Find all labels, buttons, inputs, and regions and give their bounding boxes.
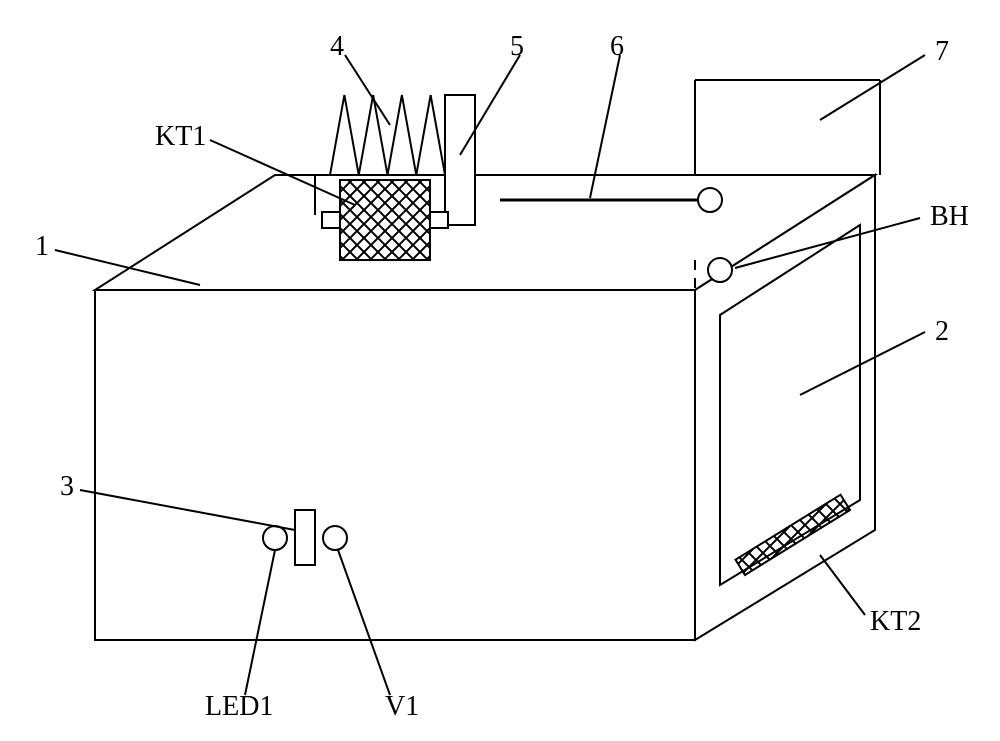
kt1-stub-left [322,212,340,228]
label-V1: V1 [385,691,419,722]
label-L1: 1 [35,231,49,262]
label-KT2: KT2 [870,606,921,637]
housing-front [95,290,695,640]
switch-3 [295,510,315,565]
leader-KT2 [820,555,865,615]
label-L4: 4 [330,31,344,62]
label-L3: 3 [60,471,74,502]
label-L5: 5 [510,31,524,62]
leader-L4 [345,55,390,125]
label-L7: 7 [935,36,949,67]
label-L2: 2 [935,316,949,347]
label-BH: BH [930,201,969,232]
kt1-block [340,180,430,260]
label-L6: 6 [610,31,624,62]
rod-end-circle [698,188,722,212]
diagram-canvas: 1 2 3 4 5 6 7 KT1 KT2 BH LED1 V1 [0,0,1000,741]
led1-circle [263,526,287,550]
label-KT1: KT1 [155,121,206,152]
leader-L7 [820,55,925,120]
block-5 [445,95,475,225]
bh-circle [708,258,732,282]
label-LED1: LED1 [205,691,273,722]
spring-icon [330,95,445,175]
kt1-stub [430,212,448,228]
v1-circle [323,526,347,550]
